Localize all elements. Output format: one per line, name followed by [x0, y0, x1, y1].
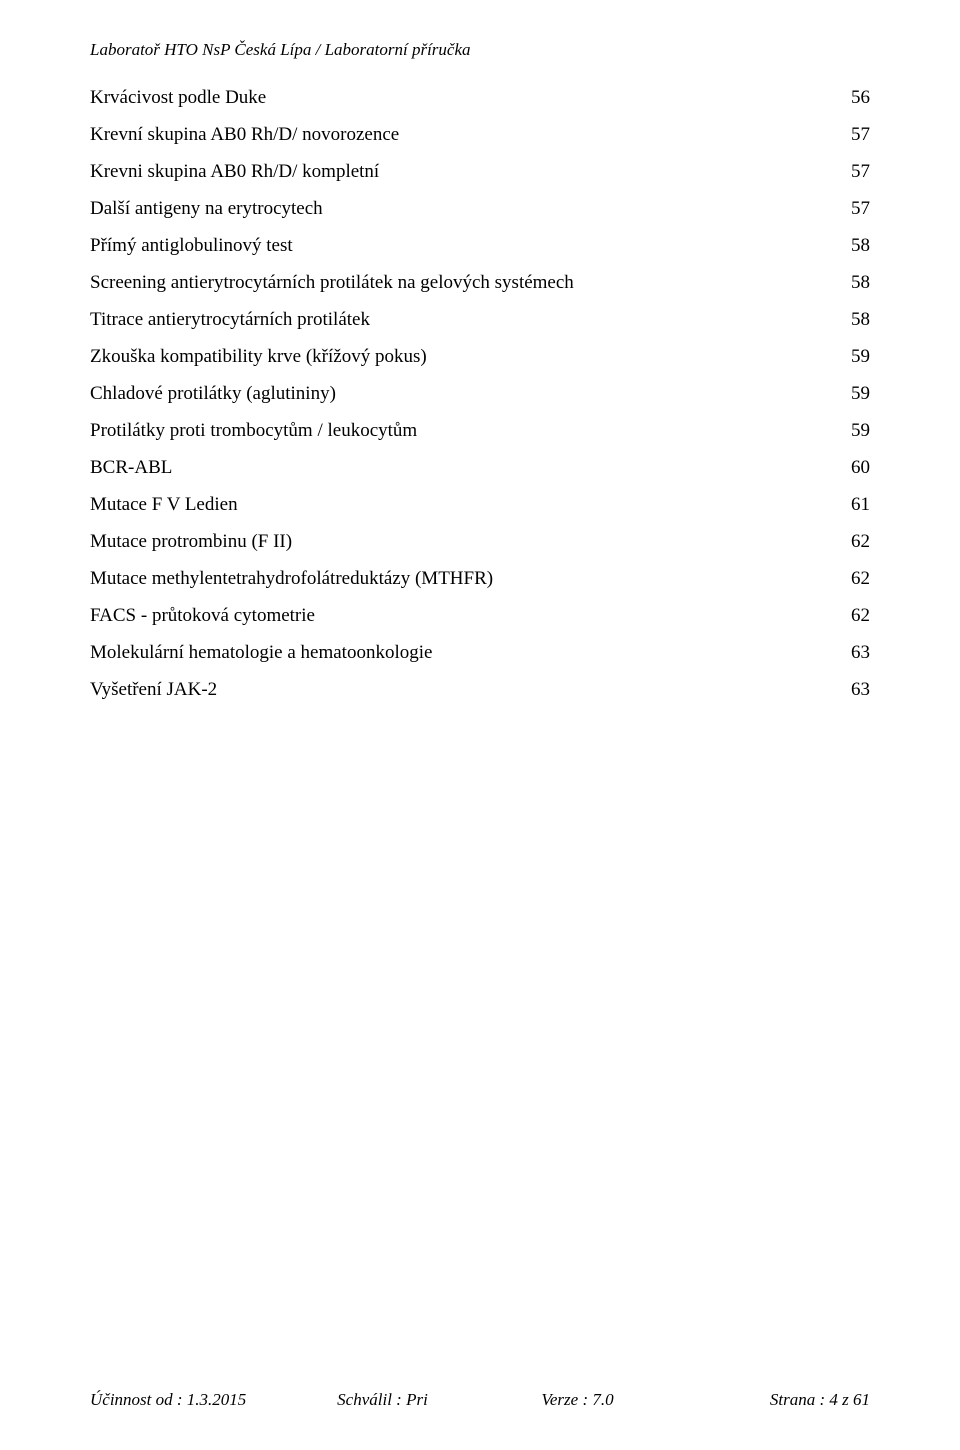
toc-label: Titrace antierytrocytárních protilátek: [90, 310, 370, 329]
toc-page: 63: [851, 680, 870, 699]
toc-entry: Zkouška kompatibility krve (křížový poku…: [90, 347, 870, 366]
footer-page: Strana : 4 z 61: [675, 1390, 870, 1410]
toc-label: Screening antierytrocytárních protilátek…: [90, 273, 574, 292]
toc-entry: Přímý antiglobulinový test 58: [90, 236, 870, 255]
toc-page: 58: [851, 273, 870, 292]
toc-label: Další antigeny na erytrocytech: [90, 199, 323, 218]
page-footer: Účinnost od : 1.3.2015 Schválil : Pri Ve…: [90, 1390, 870, 1410]
toc-label: Mutace F V Ledien: [90, 495, 238, 514]
toc-page: 62: [851, 569, 870, 588]
toc-label: Protilátky proti trombocytům / leukocytů…: [90, 421, 417, 440]
header-text: Laboratoř HTO NsP Česká Lípa / Laborator…: [90, 40, 471, 59]
toc-label: Chladové protilátky (aglutininy): [90, 384, 336, 403]
toc-entry: Mutace F V Ledien 61: [90, 495, 870, 514]
toc-label: Krvácivost podle Duke: [90, 88, 266, 107]
toc-entry: Mutace protrombinu (F II) 62: [90, 532, 870, 551]
toc-entry: Protilátky proti trombocytům / leukocytů…: [90, 421, 870, 440]
toc-page: 57: [851, 162, 870, 181]
toc-label: Mutace methylentetrahydrofolátreduktázy …: [90, 569, 493, 588]
toc-entry: Mutace methylentetrahydrofolátreduktázy …: [90, 569, 870, 588]
toc-page: 58: [851, 310, 870, 329]
toc-entry: FACS - průtoková cytometrie 62: [90, 606, 870, 625]
toc-entry: Titrace antierytrocytárních protilátek 5…: [90, 310, 870, 329]
toc-page: 62: [851, 606, 870, 625]
toc-page: 62: [851, 532, 870, 551]
toc-label: FACS - průtoková cytometrie: [90, 606, 315, 625]
toc-page: 61: [851, 495, 870, 514]
toc-entry: Vyšetření JAK-2 63: [90, 680, 870, 699]
page-header: Laboratoř HTO NsP Česká Lípa / Laborator…: [90, 40, 870, 60]
table-of-contents: Krvácivost podle Duke 56 Krevní skupina …: [90, 88, 870, 699]
footer-effective: Účinnost od : 1.3.2015: [90, 1390, 285, 1410]
toc-page: 59: [851, 347, 870, 366]
toc-page: 58: [851, 236, 870, 255]
toc-label: Molekulární hematologie a hematoonkologi…: [90, 643, 432, 662]
toc-page: 56: [851, 88, 870, 107]
toc-page: 60: [851, 458, 870, 477]
toc-label: Vyšetření JAK-2: [90, 680, 217, 699]
toc-label: Přímý antiglobulinový test: [90, 236, 293, 255]
toc-entry: Screening antierytrocytárních protilátek…: [90, 273, 870, 292]
toc-entry: Chladové protilátky (aglutininy) 59: [90, 384, 870, 403]
toc-page: 57: [851, 125, 870, 144]
toc-label: Zkouška kompatibility krve (křížový poku…: [90, 347, 427, 366]
toc-entry: BCR-ABL 60: [90, 458, 870, 477]
toc-page: 59: [851, 421, 870, 440]
toc-page: 63: [851, 643, 870, 662]
toc-label: Mutace protrombinu (F II): [90, 532, 292, 551]
toc-entry: Molekulární hematologie a hematoonkologi…: [90, 643, 870, 662]
toc-page: 59: [851, 384, 870, 403]
toc-page: 57: [851, 199, 870, 218]
footer-version: Verze : 7.0: [480, 1390, 675, 1410]
toc-entry: Krevní skupina AB0 Rh/D/ novorozence 57: [90, 125, 870, 144]
toc-label: Krevni skupina AB0 Rh/D/ kompletní: [90, 162, 379, 181]
toc-label: Krevní skupina AB0 Rh/D/ novorozence: [90, 125, 399, 144]
footer-approved: Schválil : Pri: [285, 1390, 480, 1410]
toc-entry: Další antigeny na erytrocytech 57: [90, 199, 870, 218]
toc-label: BCR-ABL: [90, 458, 172, 477]
toc-entry: Krevni skupina AB0 Rh/D/ kompletní 57: [90, 162, 870, 181]
toc-entry: Krvácivost podle Duke 56: [90, 88, 870, 107]
page: Laboratoř HTO NsP Česká Lípa / Laborator…: [0, 0, 960, 1450]
